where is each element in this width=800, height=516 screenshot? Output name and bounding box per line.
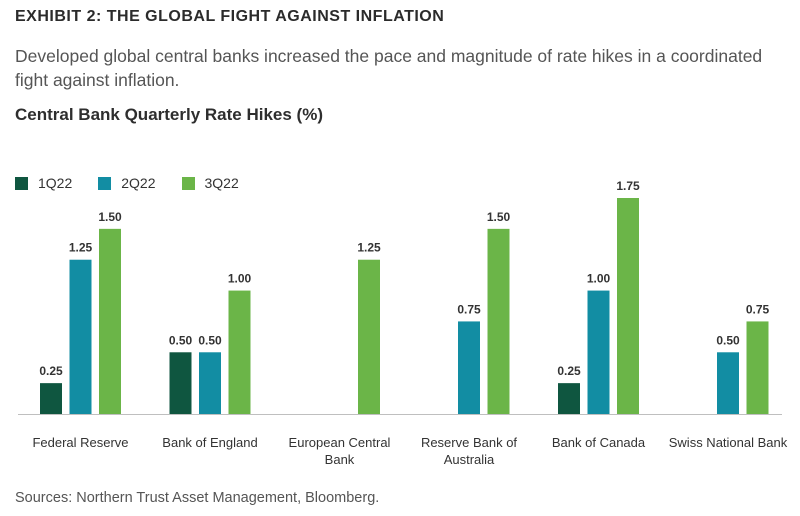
legend-swatch-2q22 bbox=[98, 176, 112, 190]
bar-3q22-3 bbox=[487, 228, 510, 414]
data-label-2q22-1: 0.50 bbox=[198, 333, 222, 347]
category-label-2-1: Bank bbox=[325, 452, 355, 467]
legend-item-1q22: 1Q22 bbox=[15, 175, 72, 191]
legend-label-1q22: 1Q22 bbox=[38, 175, 73, 191]
bar-2q22-4 bbox=[587, 290, 610, 414]
data-label-3q22-0: 1.50 bbox=[98, 210, 122, 224]
category-label-0-0: Federal Reserve bbox=[32, 435, 128, 450]
bar-chart: 0.25 1.25 1.50 Federal Reserve 0.50 0.50 1.00 B… bbox=[18, 179, 788, 467]
bar-2q22-3 bbox=[458, 321, 480, 414]
category-label-2-0: European Central bbox=[289, 435, 391, 450]
chart-title: Central Bank Quarterly Rate Hikes (%) bbox=[15, 105, 323, 124]
data-label-2q22-0: 1.25 bbox=[69, 241, 93, 255]
data-label-3q22-3: 1.50 bbox=[487, 210, 511, 224]
data-label-3q22-4: 1.75 bbox=[616, 179, 640, 193]
legend-item-3q22: 3Q22 bbox=[181, 175, 239, 191]
category-label-3-0: Reserve Bank of bbox=[421, 435, 517, 450]
source-note: Sources: Northern Trust Asset Management… bbox=[15, 490, 380, 506]
data-label-3q22-2: 1.25 bbox=[357, 241, 381, 255]
data-label-3q22-1: 1.00 bbox=[228, 272, 252, 286]
category-label-5-0: Swiss National Bank bbox=[669, 435, 788, 450]
legend-label-3q22: 3Q22 bbox=[204, 175, 239, 191]
data-label-2q22-3: 0.75 bbox=[457, 302, 481, 316]
bar-2q22-0 bbox=[69, 259, 92, 414]
legend-item-2q22: 2Q22 bbox=[98, 175, 156, 191]
data-label-2q22-4: 1.00 bbox=[587, 272, 611, 286]
bar-3q22-4 bbox=[617, 198, 639, 414]
category-label-3-1: Australia bbox=[444, 452, 495, 467]
data-label-1q22-4: 0.25 bbox=[557, 364, 581, 378]
legend: 1Q22 2Q22 3Q22 bbox=[15, 175, 239, 191]
bar-3q22-1 bbox=[228, 290, 251, 414]
bar-2q22-1 bbox=[199, 352, 221, 414]
legend-swatch-1q22 bbox=[15, 176, 28, 190]
chart-subtitle: Developed global central banks increased… bbox=[15, 46, 763, 90]
data-label-2q22-5: 0.50 bbox=[716, 333, 740, 347]
data-label-1q22-1: 0.50 bbox=[169, 333, 193, 347]
bar-1q22-1 bbox=[169, 352, 192, 414]
bar-3q22-5 bbox=[746, 321, 769, 414]
legend-label-2q22: 2Q22 bbox=[121, 175, 156, 191]
exhibit-title: EXHIBIT 2: THE GLOBAL FIGHT AGAINST INFL… bbox=[15, 8, 445, 25]
bar-1q22-4 bbox=[558, 383, 580, 414]
bar-1q22-0 bbox=[40, 383, 62, 414]
category-label-1-0: Bank of England bbox=[162, 435, 257, 450]
bar-2q22-5 bbox=[717, 352, 739, 414]
data-label-3q22-5: 0.75 bbox=[746, 302, 770, 316]
bar-3q22-2 bbox=[358, 259, 380, 414]
legend-swatch-3q22 bbox=[181, 176, 195, 190]
bar-3q22-0 bbox=[99, 228, 121, 414]
category-label-4-0: Bank of Canada bbox=[552, 435, 646, 450]
data-label-1q22-0: 0.25 bbox=[39, 364, 63, 378]
